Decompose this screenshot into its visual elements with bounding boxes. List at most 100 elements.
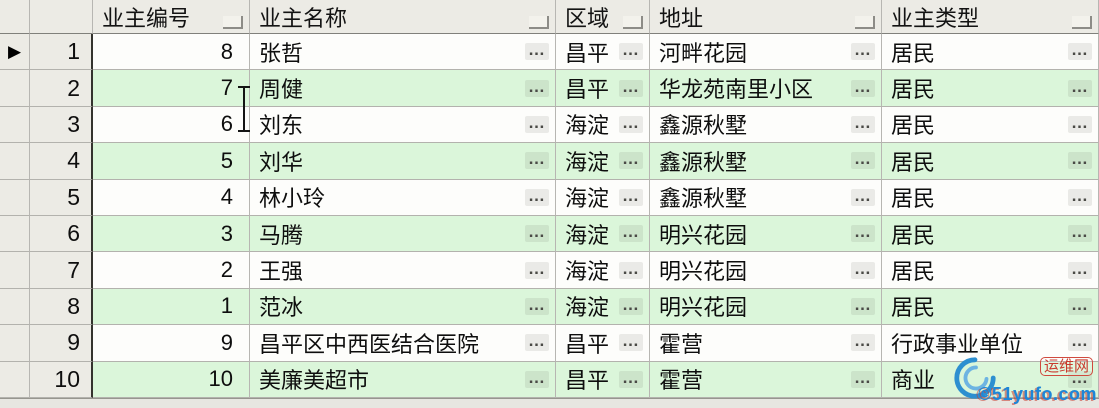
ellipsis-button[interactable]: … — [851, 332, 875, 352]
cell-region[interactable]: 昌平… — [556, 34, 650, 71]
cell-region[interactable]: 海淀… — [556, 143, 650, 180]
cell-address[interactable]: 霍营… — [650, 361, 882, 398]
row-number-cell[interactable]: 3 — [30, 106, 93, 144]
cell-address[interactable]: 明兴花园… — [650, 288, 882, 326]
cell-owner_name[interactable]: 范冰… — [250, 288, 556, 326]
cell-owner_name[interactable]: 美廉美超市… — [250, 361, 556, 398]
ellipsis-button[interactable]: … — [619, 260, 643, 279]
ellipsis-button[interactable]: … — [851, 260, 875, 279]
column-header-owner_type[interactable]: 业主类型 — [882, 0, 1099, 34]
cell-owner_id[interactable]: 7 — [93, 70, 250, 107]
row-number-cell[interactable]: 7 — [30, 252, 93, 289]
cell-address[interactable]: 明兴花园… — [650, 252, 882, 289]
cell-owner_id[interactable]: 5 — [93, 143, 250, 180]
ellipsis-button[interactable]: … — [851, 223, 875, 243]
cell-region[interactable]: 海淀… — [556, 252, 650, 289]
ellipsis-button[interactable]: … — [851, 296, 875, 315]
row-number-cell[interactable]: 1 — [30, 34, 93, 71]
cell-owner_type[interactable]: 商业… — [882, 361, 1099, 398]
cell-owner_name[interactable]: 马腾… — [250, 215, 556, 253]
cell-owner_name[interactable]: 刘华… — [250, 143, 556, 180]
ellipsis-button[interactable]: … — [1068, 369, 1092, 388]
cell-owner_id[interactable]: 4 — [93, 179, 250, 216]
row-number-cell[interactable]: 2 — [30, 70, 93, 107]
ellipsis-button[interactable]: … — [619, 41, 643, 61]
cell-owner_name[interactable]: 昌平区中西医结合医院… — [250, 325, 556, 362]
cell-owner_id[interactable]: 10 — [93, 361, 250, 398]
column-header-owner_id[interactable]: 业主编号 — [93, 0, 250, 34]
row-number-cell[interactable]: 8 — [30, 288, 93, 326]
cell-region[interactable]: 昌平… — [556, 325, 650, 362]
row-number-cell[interactable]: 9 — [30, 325, 93, 362]
ellipsis-button[interactable]: … — [525, 260, 549, 279]
ellipsis-button[interactable]: … — [619, 369, 643, 388]
cell-region[interactable]: 海淀… — [556, 288, 650, 326]
ellipsis-button[interactable]: … — [1068, 187, 1092, 206]
ellipsis-button[interactable]: … — [619, 114, 643, 133]
cell-owner_id[interactable]: 8 — [93, 34, 250, 71]
ellipsis-button[interactable]: … — [525, 78, 549, 97]
cell-address[interactable]: 霍营… — [650, 325, 882, 362]
ellipsis-button[interactable]: … — [619, 150, 643, 170]
ellipsis-button[interactable]: … — [851, 150, 875, 170]
row-number-cell[interactable]: 4 — [30, 143, 93, 180]
cell-address[interactable]: 鑫源秋墅… — [650, 106, 882, 144]
cell-address[interactable]: 明兴花园… — [650, 215, 882, 253]
cell-owner_type[interactable]: 居民… — [882, 179, 1099, 216]
ellipsis-button[interactable]: … — [619, 223, 643, 243]
ellipsis-button[interactable]: … — [1068, 260, 1092, 279]
ellipsis-button[interactable]: … — [525, 150, 549, 170]
cell-owner_name[interactable]: 周健… — [250, 70, 556, 107]
cell-region[interactable]: 昌平… — [556, 70, 650, 107]
column-header-region[interactable]: 区域 — [556, 0, 650, 34]
column-header-owner_name[interactable]: 业主名称 — [250, 0, 556, 34]
cell-owner_type[interactable]: 居民… — [882, 252, 1099, 289]
cell-owner_id[interactable]: 9 — [93, 325, 250, 362]
cell-owner_type[interactable]: 居民… — [882, 34, 1099, 71]
cell-owner_id[interactable]: 6 — [93, 106, 250, 144]
cell-owner_id[interactable]: 1 — [93, 288, 250, 326]
cell-region[interactable]: 海淀… — [556, 106, 650, 144]
cell-address[interactable]: 华龙苑南里小区… — [650, 70, 882, 107]
column-header-address[interactable]: 地址 — [650, 0, 882, 34]
ellipsis-button[interactable]: … — [851, 78, 875, 97]
cell-region[interactable]: 海淀… — [556, 179, 650, 216]
ellipsis-button[interactable]: … — [851, 187, 875, 206]
ellipsis-button[interactable]: … — [525, 114, 549, 133]
ellipsis-button[interactable]: … — [619, 296, 643, 315]
cell-owner_name[interactable]: 刘东… — [250, 106, 556, 144]
ellipsis-button[interactable]: … — [1068, 78, 1092, 97]
cell-owner_type[interactable]: 居民… — [882, 215, 1099, 253]
cell-owner_type[interactable]: 居民… — [882, 288, 1099, 326]
cell-owner_type[interactable]: 居民… — [882, 143, 1099, 180]
ellipsis-button[interactable]: … — [1068, 150, 1092, 170]
ellipsis-button[interactable]: … — [1068, 296, 1092, 315]
cell-address[interactable]: 鑫源秋墅… — [650, 143, 882, 180]
ellipsis-button[interactable]: … — [525, 369, 549, 388]
ellipsis-button[interactable]: … — [619, 187, 643, 206]
cell-owner_name[interactable]: 林小玲… — [250, 179, 556, 216]
ellipsis-button[interactable]: … — [1068, 332, 1092, 352]
cell-owner_type[interactable]: 居民… — [882, 70, 1099, 107]
row-number-cell[interactable]: 6 — [30, 215, 93, 253]
cell-owner_name[interactable]: 王强… — [250, 252, 556, 289]
ellipsis-button[interactable]: … — [525, 332, 549, 352]
ellipsis-button[interactable]: … — [1068, 41, 1092, 61]
row-number-cell[interactable]: 10 — [30, 361, 93, 398]
cell-owner_id[interactable]: 3 — [93, 215, 250, 253]
ellipsis-button[interactable]: … — [851, 369, 875, 388]
ellipsis-button[interactable]: … — [525, 41, 549, 61]
cell-owner_id[interactable]: 2 — [93, 252, 250, 289]
cell-owner_name[interactable]: 张哲… — [250, 34, 556, 71]
ellipsis-button[interactable]: … — [851, 41, 875, 61]
cell-region[interactable]: 海淀… — [556, 215, 650, 253]
ellipsis-button[interactable]: … — [525, 296, 549, 315]
cell-region[interactable]: 昌平… — [556, 361, 650, 398]
ellipsis-button[interactable]: … — [619, 78, 643, 97]
row-number-cell[interactable]: 5 — [30, 179, 93, 216]
ellipsis-button[interactable]: … — [1068, 114, 1092, 133]
cell-address[interactable]: 鑫源秋墅… — [650, 179, 882, 216]
ellipsis-button[interactable]: … — [525, 223, 549, 243]
ellipsis-button[interactable]: … — [619, 332, 643, 352]
ellipsis-button[interactable]: … — [1068, 223, 1092, 243]
